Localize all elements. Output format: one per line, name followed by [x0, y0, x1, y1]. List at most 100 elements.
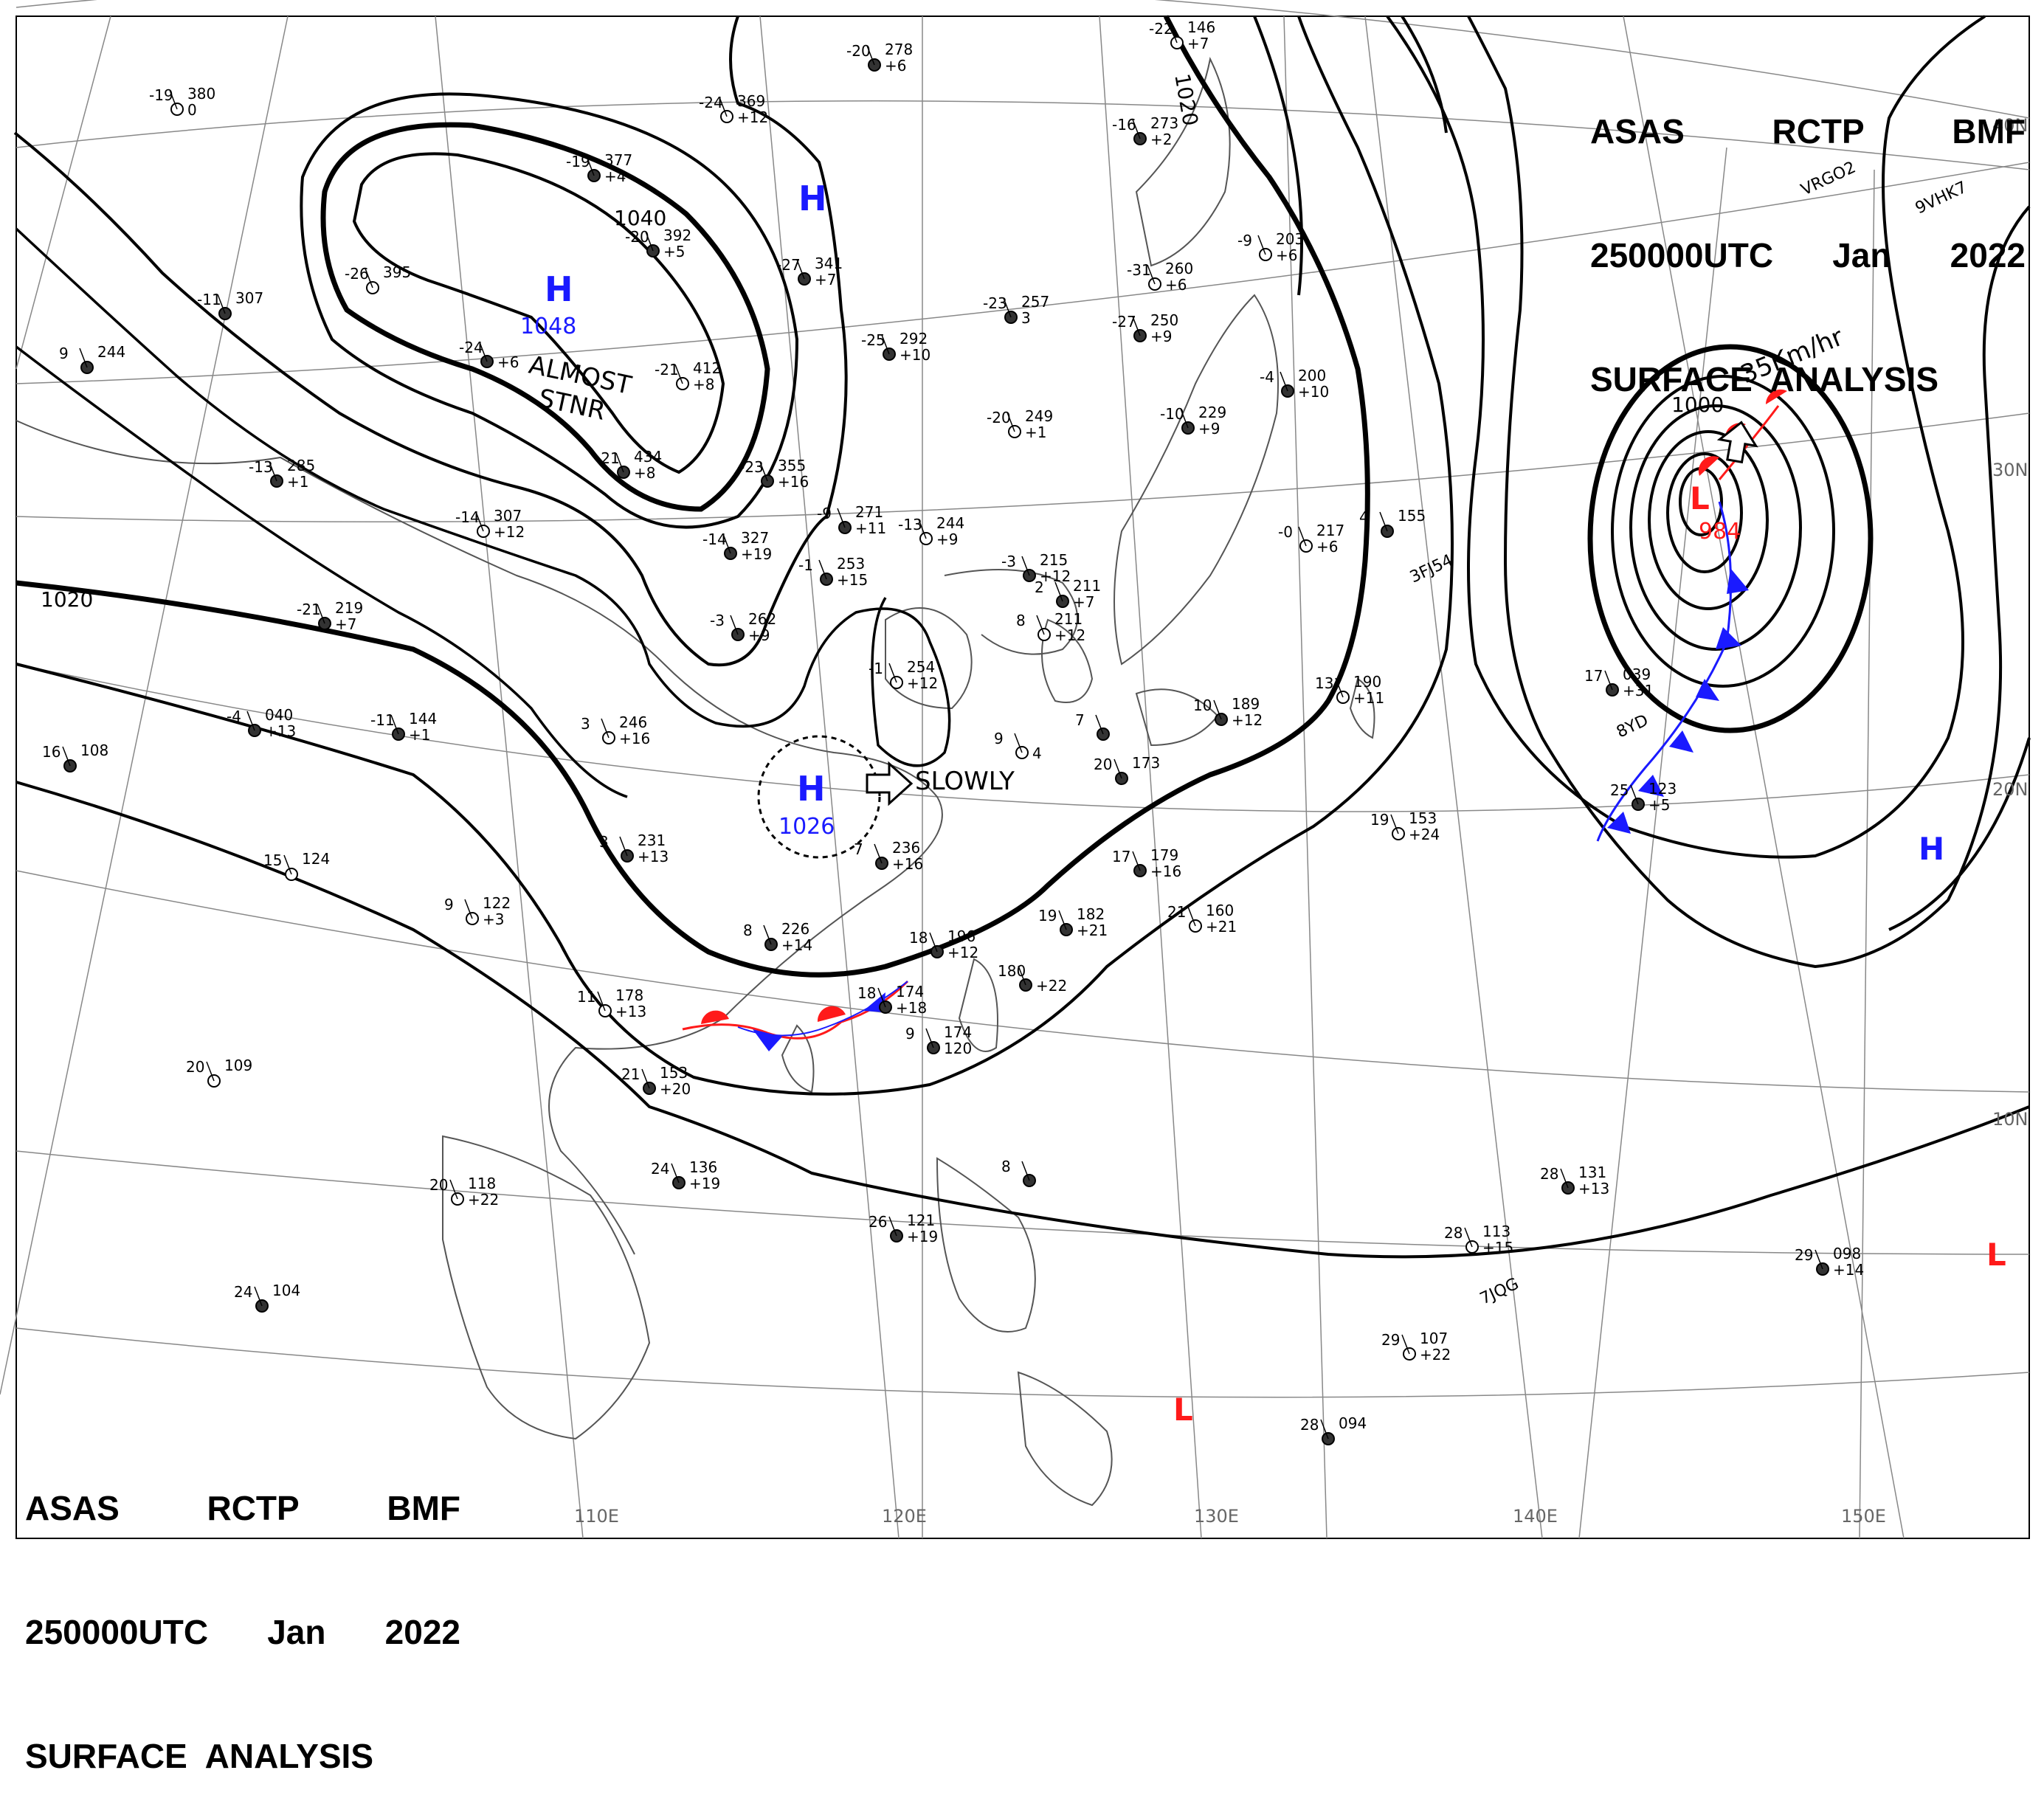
wind-barb	[1298, 526, 1307, 547]
lat-label-30n: 30N	[1992, 460, 2029, 480]
wind-barb	[1132, 119, 1141, 139]
station-temperature: 20	[186, 1058, 204, 1076]
station-temperature: 18	[909, 929, 928, 947]
header-top-station: RCTP	[1772, 112, 1865, 151]
isobar-1012	[15, 781, 2030, 1259]
station-plot: -13 285+1	[249, 457, 315, 491]
station-temperature: -27	[1112, 313, 1136, 331]
station-pressure: 182	[1077, 905, 1105, 923]
station-temperature: -4	[227, 708, 241, 725]
lon-label-150e: 150E	[1841, 1506, 1886, 1527]
station-pressure: 412	[693, 359, 721, 377]
wind-barb	[1335, 677, 1344, 698]
station-tendency: +7	[1187, 35, 1209, 52]
station-plot: -20 392+5	[625, 227, 691, 260]
warm-bump-1	[701, 1010, 729, 1024]
wind-barb	[1003, 297, 1012, 318]
station-plot: -27 341+7	[776, 255, 843, 288]
wind-barb	[449, 1179, 458, 1200]
station-tendency: +31	[1623, 682, 1654, 699]
wind-barb	[79, 348, 88, 368]
station-temperature: 3	[581, 715, 590, 733]
station-tendency: +13	[638, 848, 669, 865]
station-temperature: 20	[429, 1176, 448, 1194]
cold-tri-5	[1696, 679, 1719, 701]
coastlines	[15, 56, 1375, 1507]
station-tendency: +12	[1232, 711, 1263, 729]
station-tendency: 120	[944, 1040, 972, 1057]
header-top-line1: ASAS RCTP BMF	[1590, 111, 2026, 152]
wind-barb	[837, 508, 846, 528]
wind-barb	[719, 97, 728, 117]
header-bottom-line3: SURFACE ANALYSIS	[25, 1735, 460, 1777]
map-border	[15, 15, 2030, 1539]
station-temperature: -14	[702, 530, 727, 548]
header-top-time: 250000UTC	[1590, 236, 1774, 274]
station-plot: -24 +6	[459, 339, 519, 371]
station-pressure: 211	[1054, 610, 1083, 628]
station-pressure: 160	[1206, 902, 1234, 919]
station-plot: -1 254+12	[869, 658, 938, 692]
station-plot: 180 +22	[998, 962, 1067, 995]
header-bottom-line2: 250000UTC Jan 2022	[25, 1611, 460, 1653]
isobar-1024	[15, 345, 628, 798]
wind-barb	[929, 932, 938, 953]
station-pressure: 144	[409, 710, 437, 727]
station-pressure: 113	[1482, 1223, 1510, 1240]
station-pressure: 136	[689, 1158, 717, 1176]
station-temperature: -9	[817, 505, 832, 522]
wind-barb	[763, 924, 772, 945]
station-temperature: 15	[263, 851, 282, 869]
station-pressure: 246	[619, 713, 647, 731]
station-tendency: +14	[1833, 1261, 1864, 1279]
high-value-1026: 1026	[778, 814, 835, 840]
station-plot: 18 196+12	[909, 927, 978, 961]
header-bottom: ASAS RCTP BMF 250000UTC Jan 2022 SURFACE…	[25, 1405, 460, 1818]
station-temperature: -13	[249, 458, 273, 476]
wind-barb	[479, 342, 488, 362]
station-tendency: +15	[837, 571, 868, 589]
wind-barb	[1630, 784, 1639, 805]
station-temperature: -24	[459, 339, 483, 356]
station-tendency: +9	[748, 626, 770, 644]
station-pressure: 121	[907, 1212, 935, 1229]
wind-barb	[1604, 670, 1613, 691]
station-tendency: +22	[1420, 1346, 1451, 1364]
station-tendency: +19	[741, 545, 772, 563]
station-plot: 28 131+13	[1540, 1164, 1609, 1197]
cold-tri-8	[1607, 812, 1631, 834]
station-tendency: +6	[1165, 276, 1187, 294]
isobar-1016	[15, 15, 1454, 1096]
station-temperature: -26	[345, 265, 369, 283]
wind-barb	[674, 364, 683, 384]
station-tendency: +12	[907, 674, 938, 692]
wind-barb	[464, 899, 473, 919]
station-temperature: 9	[444, 896, 454, 913]
header-top-product: ASAS	[1590, 112, 1685, 151]
station-tendency: +22	[468, 1191, 499, 1209]
station-pressure: 098	[1833, 1245, 1861, 1262]
station-pressure: 094	[1339, 1414, 1367, 1432]
station-temperature: -21	[595, 449, 620, 467]
station-plot: 10 189+12	[1193, 695, 1263, 729]
station-pressure: 254	[907, 658, 935, 676]
station-pressure: 146	[1187, 18, 1215, 36]
station-plot: 24 136+19	[651, 1158, 720, 1192]
station-pressure: 262	[748, 610, 776, 628]
station-plot: 26 121+19	[869, 1212, 938, 1245]
header-bottom-time: 250000UTC	[25, 1613, 209, 1651]
station-plot: 29 107+22	[1381, 1330, 1451, 1364]
station-pressure: 109	[224, 1057, 252, 1074]
station-pressure: 178	[615, 986, 643, 1004]
station-tendency: 0	[187, 101, 197, 119]
isobar-east-1	[1386, 15, 1986, 859]
station-temperature: 4	[1359, 508, 1369, 526]
wind-barb	[874, 843, 883, 864]
wind-barb	[888, 663, 897, 683]
station-plot: 21 160+21	[1167, 902, 1237, 936]
station-temperature: 8	[743, 922, 753, 939]
wind-barb	[390, 714, 399, 735]
station-tendency: +6	[885, 57, 906, 75]
station-pressure: 260	[1165, 260, 1193, 277]
header-top-line2: 250000UTC Jan 2022	[1590, 235, 2026, 276]
